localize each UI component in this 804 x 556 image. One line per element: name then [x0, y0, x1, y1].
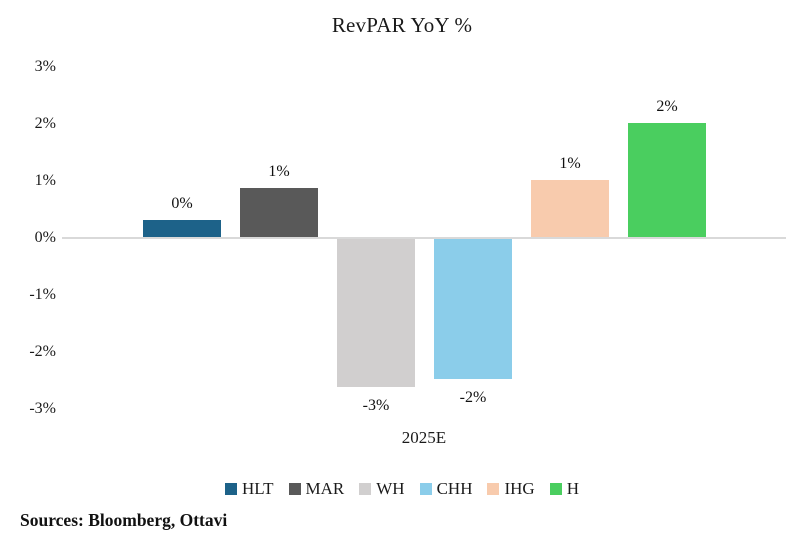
legend-label-WH: WH	[376, 479, 405, 498]
source-note: Sources: Bloomberg, Ottavi	[20, 510, 228, 530]
bar-HLT	[143, 220, 221, 237]
bar-value-label-H: 2%	[656, 98, 678, 115]
y-tick-label: -1%	[29, 286, 56, 303]
y-tick-label: 3%	[34, 58, 56, 75]
bar-value-label-IHG: 1%	[559, 155, 581, 172]
x-axis-line	[62, 237, 786, 239]
legend-label-HLT: HLT	[242, 479, 274, 498]
bar-value-label-CHH: -2%	[459, 389, 487, 406]
legend-item-H: H	[549, 479, 579, 499]
bar-WH	[337, 239, 415, 387]
bar-CHH	[434, 239, 512, 379]
y-tick-label: -3%	[29, 400, 56, 417]
legend-label-H: H	[566, 479, 579, 498]
legend-swatch-HLT	[225, 483, 238, 495]
bar-value-label-HLT: 0%	[171, 195, 193, 212]
legend-swatch-WH	[359, 483, 372, 495]
y-tick-label: -2%	[29, 343, 56, 360]
y-tick-label: 2%	[34, 115, 56, 132]
legend-label-MAR: MAR	[305, 479, 345, 498]
bar-MAR	[240, 188, 318, 237]
bar-value-label-MAR: 1%	[268, 163, 290, 180]
legend-item-CHH: CHH	[419, 479, 473, 499]
legend-swatch-H	[549, 483, 562, 495]
legend-item-MAR: MAR	[288, 479, 345, 499]
legend-label-IHG: IHG	[504, 479, 535, 498]
y-tick-label: 1%	[34, 172, 56, 189]
legend-swatch-CHH	[419, 483, 432, 495]
chart-title: RevPAR YoY %	[331, 13, 473, 37]
legend-swatch-MAR	[288, 483, 301, 495]
legend-swatch-IHG	[487, 483, 500, 495]
legend-item-WH: WH	[359, 479, 405, 499]
legend: HLT MAR WH CHH IHG H	[0, 479, 804, 499]
bar-IHG	[531, 180, 609, 237]
bar-H	[628, 123, 706, 237]
bar-value-label-WH: -3%	[362, 397, 390, 414]
x-axis-category-label: 2025E	[401, 428, 447, 447]
legend-label-CHH: CHH	[436, 479, 473, 498]
legend-item-HLT: HLT	[225, 479, 274, 499]
legend-item-IHG: IHG	[487, 479, 535, 499]
y-tick-label: 0%	[34, 229, 56, 246]
